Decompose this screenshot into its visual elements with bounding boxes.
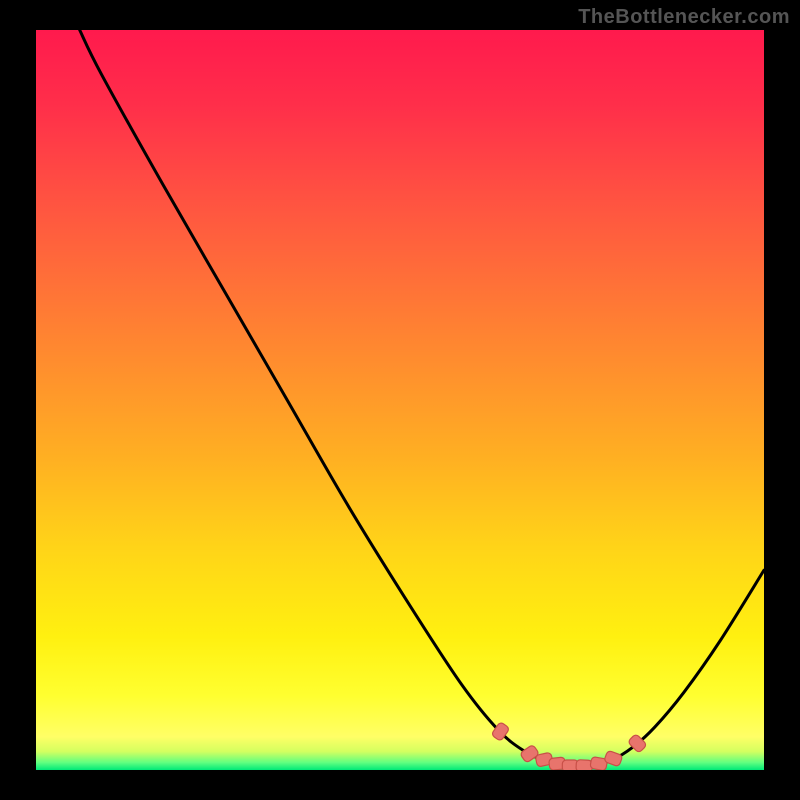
watermark-text: TheBottlenecker.com [578,6,790,29]
gradient-background [36,30,764,770]
plot-svg [36,30,764,770]
chart-container: TheBottlenecker.com [0,0,800,800]
